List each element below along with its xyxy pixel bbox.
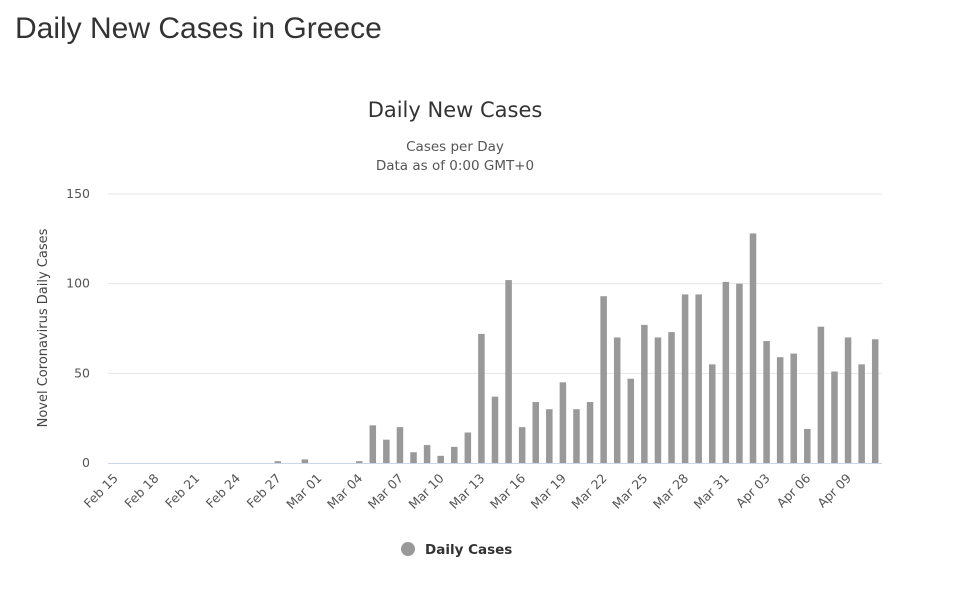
x-tick-label: Mar 04: [324, 470, 365, 511]
x-tick-label: Apr 06: [773, 470, 813, 510]
bar[interactable]: [695, 294, 702, 463]
y-tick-label: 0: [82, 455, 90, 470]
bar[interactable]: [654, 337, 662, 463]
x-tick-label: Feb 21: [162, 471, 202, 511]
bar[interactable]: [464, 432, 472, 463]
x-tick-label: Apr 03: [733, 471, 773, 511]
bar[interactable]: [478, 333, 485, 463]
bar[interactable]: [491, 396, 499, 463]
bar[interactable]: [586, 402, 594, 463]
page-title: Daily New Cases in Greece: [15, 12, 382, 45]
bar[interactable]: [844, 337, 852, 463]
bar[interactable]: [546, 409, 553, 463]
x-axis-ticks: Feb 15 Feb 18 Feb 21 Feb 24 Feb 27 Mar 01 Mar …: [81, 470, 855, 511]
x-tick-label: Feb 15: [81, 471, 121, 511]
bar[interactable]: [776, 357, 784, 463]
x-tick-label: Mar 25: [609, 471, 650, 512]
x-tick-label: Mar 31: [691, 471, 732, 512]
bar[interactable]: [396, 427, 404, 463]
x-tick-label: Feb 18: [121, 470, 161, 510]
bar[interactable]: [804, 428, 811, 463]
bar[interactable]: [736, 283, 743, 463]
x-tick-label: Mar 28: [650, 470, 691, 511]
legend-label: Daily Cases: [425, 542, 512, 558]
bar[interactable]: [681, 294, 689, 463]
chart-title: Daily New Cases: [368, 98, 543, 122]
x-tick-label: Mar 01: [283, 471, 324, 512]
y-tick-label: 50: [74, 365, 90, 380]
bar[interactable]: [749, 233, 757, 463]
bar[interactable]: [600, 296, 607, 463]
legend-item-daily-cases[interactable]: Daily Cases: [401, 542, 512, 558]
bar[interactable]: [383, 439, 390, 463]
bar[interactable]: [831, 371, 838, 463]
bar[interactable]: [274, 461, 281, 463]
bar[interactable]: [355, 461, 363, 463]
bar[interactable]: [613, 337, 621, 463]
bar[interactable]: [668, 332, 675, 463]
bar[interactable]: [410, 452, 417, 463]
x-tick-label: Mar 10: [405, 470, 446, 511]
bar[interactable]: [573, 409, 580, 463]
bar[interactable]: [559, 382, 567, 463]
bar[interactable]: [790, 353, 797, 463]
bar[interactable]: [817, 326, 825, 463]
x-tick-label: Mar 19: [528, 470, 569, 511]
x-tick-label: Apr 09: [814, 470, 854, 510]
x-tick-label: Mar 07: [365, 471, 406, 512]
x-tick-label: Feb 27: [244, 471, 284, 511]
bar[interactable]: [722, 281, 730, 463]
x-tick-label: Mar 22: [568, 471, 609, 512]
bar[interactable]: [301, 459, 309, 463]
bar[interactable]: [641, 324, 648, 463]
x-tick-label: Mar 16: [487, 470, 528, 511]
legend-marker: [401, 542, 415, 556]
bar[interactable]: [505, 280, 512, 463]
x-tick-label: Feb 24: [203, 470, 243, 510]
chart-subtitle-line-2: Data as of 0:00 GMT+0: [376, 158, 534, 174]
y-axis-title: Novel Coronavirus Daily Cases: [36, 228, 51, 427]
bar[interactable]: [871, 339, 879, 463]
chart-subtitle-line-1: Cases per Day: [406, 139, 504, 155]
bar[interactable]: [451, 446, 458, 463]
y-tick-label: 150: [66, 186, 90, 201]
y-axis-ticks: 0 50 100 150: [66, 186, 90, 470]
bars: [274, 233, 879, 463]
bar[interactable]: [858, 364, 865, 463]
y-tick-label: 100: [66, 276, 90, 291]
bar[interactable]: [709, 364, 716, 463]
bar[interactable]: [518, 427, 526, 463]
bar[interactable]: [437, 455, 444, 463]
bar[interactable]: [627, 378, 635, 463]
bar[interactable]: [423, 445, 431, 463]
x-tick-label: Mar 13: [446, 471, 487, 512]
bar[interactable]: [369, 425, 377, 463]
bar[interactable]: [532, 402, 539, 463]
bar[interactable]: [763, 341, 770, 463]
